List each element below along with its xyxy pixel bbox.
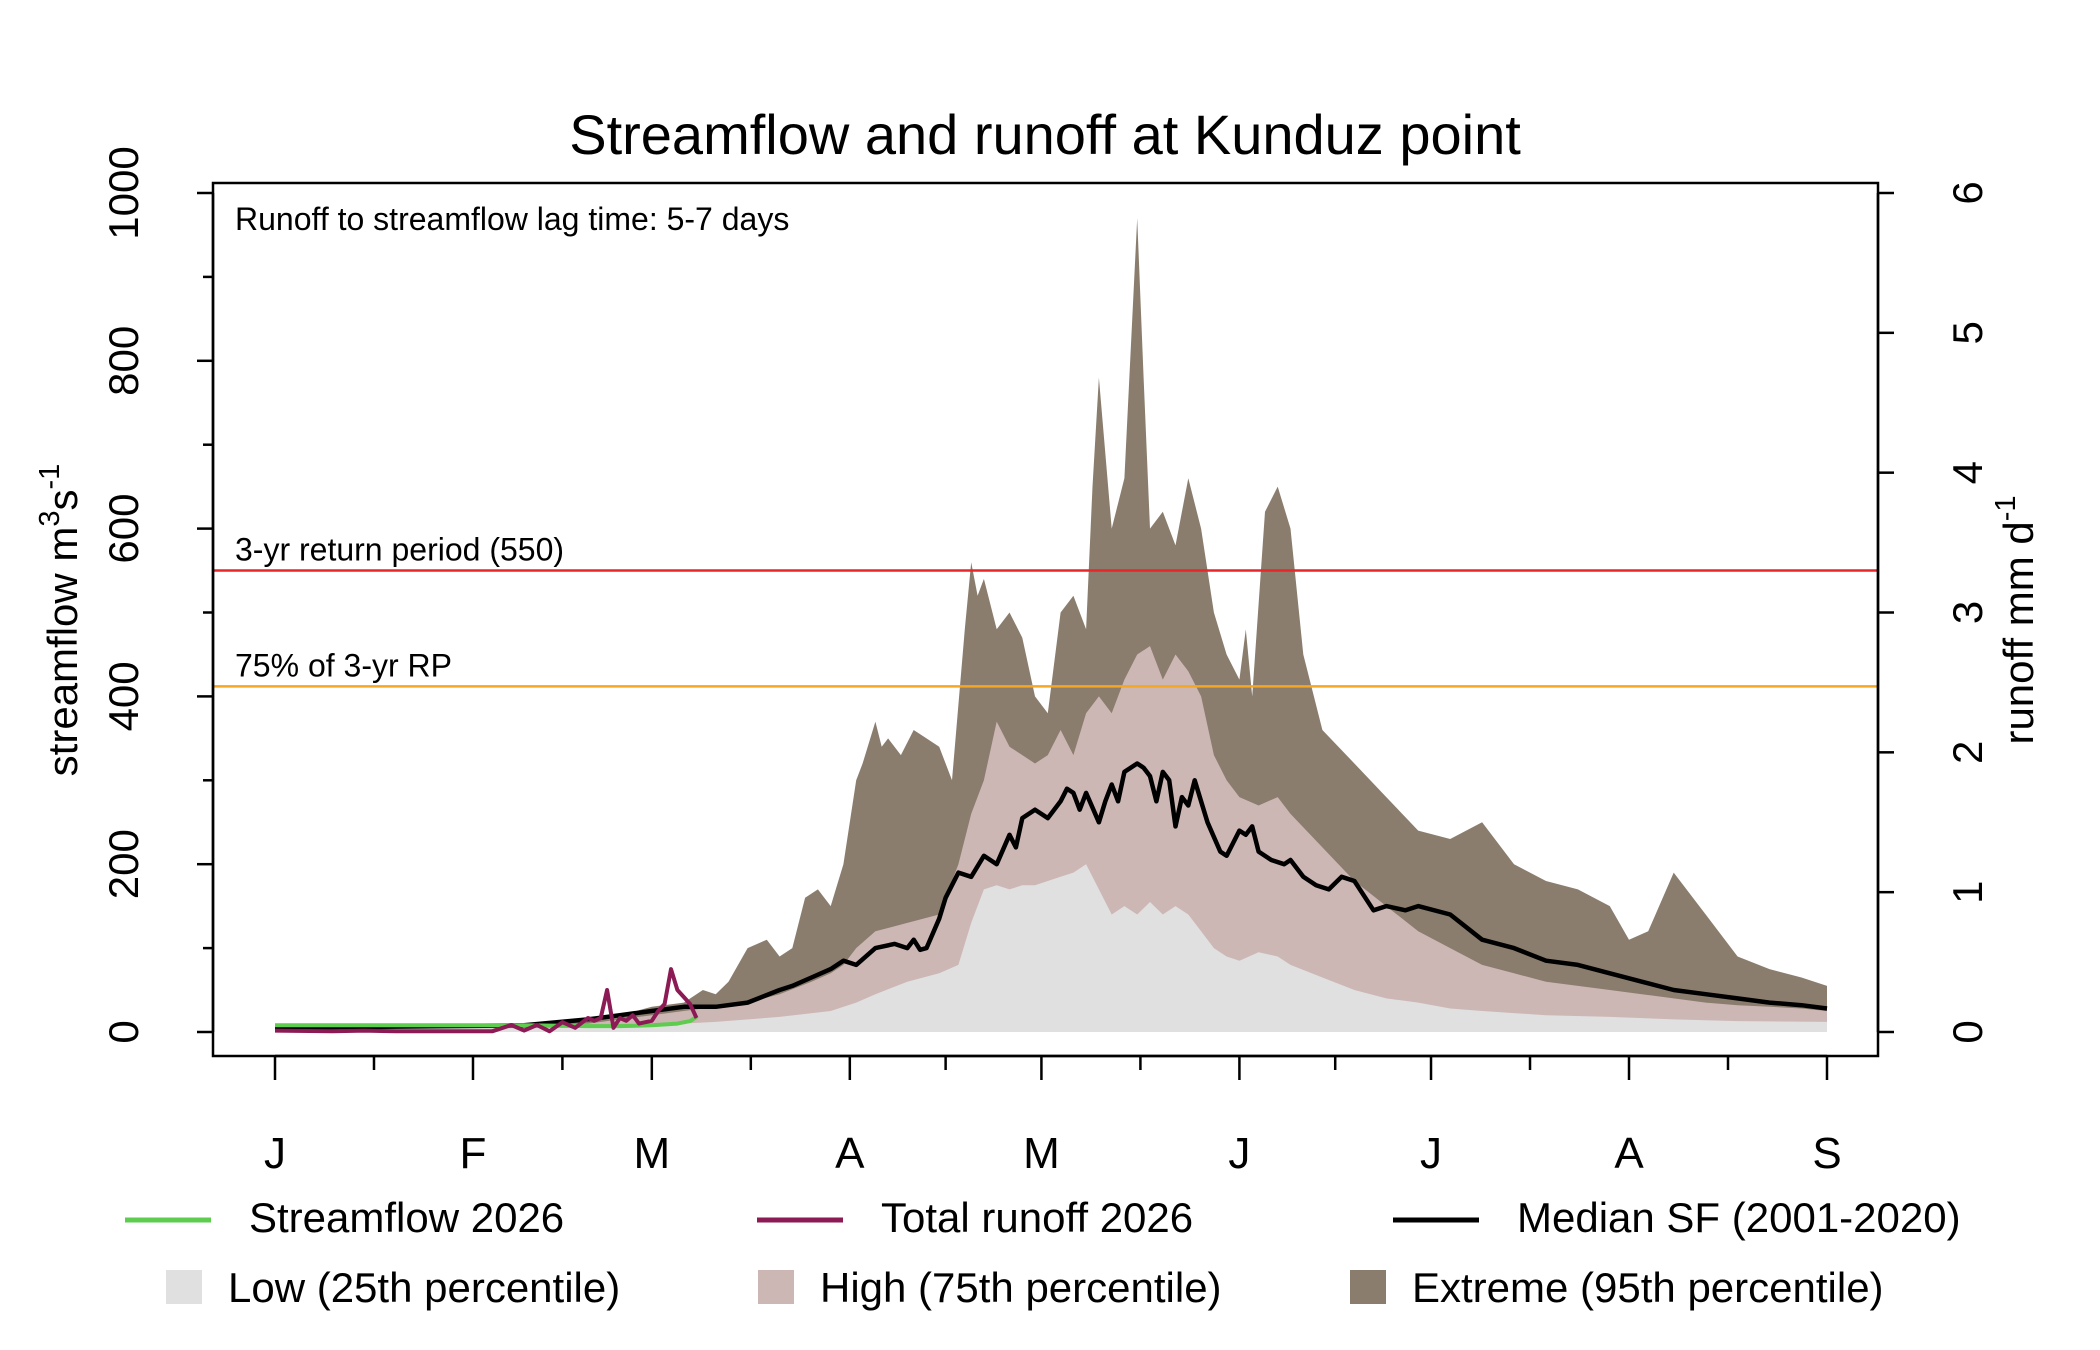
legend-item: Extreme (95th percentile)	[1350, 1264, 1884, 1311]
month-label: S	[1812, 1129, 1841, 1178]
month-label: M	[633, 1129, 670, 1178]
legend-label: High (75th percentile)	[820, 1264, 1222, 1311]
left-axis-label: streamflow m3s-1	[34, 464, 86, 777]
reference-line-3yr-rp: 3-yr return period (550)	[213, 532, 1878, 572]
month-label: F	[460, 1129, 487, 1178]
percentile-bands	[275, 218, 1827, 1032]
line-median-sf-2001-2020	[274, 761, 1828, 1031]
right-axis-label: runoff mm d-1	[1990, 495, 2042, 744]
legend-label: Low (25th percentile)	[228, 1264, 620, 1311]
right-tick-label: 3	[1944, 601, 1991, 624]
month-label: J	[1228, 1129, 1250, 1178]
right-tick-label: 1	[1944, 880, 1991, 903]
left-y-axis: 0 200 400 600 800 1000	[100, 146, 215, 1044]
legend-box-swatch	[166, 1270, 202, 1304]
left-tick-label: 200	[100, 829, 147, 899]
reference-line-75pct-rp: 75% of 3-yr RP	[213, 647, 1878, 688]
line-streamflow-2026	[275, 1015, 698, 1029]
legend-label: Streamflow 2026	[249, 1194, 564, 1241]
legend-item: Low (25th percentile)	[166, 1264, 620, 1311]
band-low-25th-percentile	[275, 864, 1827, 1032]
legend: Streamflow 2026 Total runoff 2026 Median S…	[125, 1194, 1961, 1311]
left-tick-label: 800	[100, 326, 147, 396]
month-label: A	[1614, 1129, 1644, 1178]
seventy-five-percent-rp-label: 75% of 3-yr RP	[235, 647, 452, 683]
month-label: M	[1023, 1129, 1060, 1178]
legend-item: Total runoff 2026	[757, 1194, 1193, 1241]
legend-item: High (75th percentile)	[758, 1264, 1222, 1311]
left-tick-label: 0	[100, 1020, 147, 1043]
month-label: A	[835, 1129, 865, 1178]
legend-box-swatch	[1350, 1270, 1386, 1304]
legend-item: Streamflow 2026	[125, 1194, 564, 1241]
left-tick-label: 600	[100, 494, 147, 564]
legend-label: Extreme (95th percentile)	[1412, 1264, 1884, 1311]
lag-time-annotation: Runoff to streamflow lag time: 5-7 days	[235, 201, 789, 237]
legend-label: Total runoff 2026	[881, 1194, 1193, 1241]
return-period-label: 3-yr return period (550)	[235, 532, 564, 568]
right-tick-label: 5	[1944, 321, 1991, 344]
right-tick-label: 0	[1944, 1020, 1991, 1043]
left-tick-label: 1000	[100, 146, 147, 239]
right-tick-label: 2	[1944, 741, 1991, 764]
left-tick-label: 400	[100, 661, 147, 731]
legend-item: Median SF (2001-2020)	[1393, 1194, 1961, 1241]
right-tick-label: 6	[1944, 181, 1991, 204]
right-tick-label: 4	[1944, 461, 1991, 484]
line-total-runoff-2026	[274, 967, 699, 1034]
chart-title: Streamflow and runoff at Kunduz point	[569, 103, 1521, 166]
month-label: J	[1420, 1129, 1442, 1178]
month-label: J	[264, 1129, 286, 1178]
right-y-axis: 0 1 2 3 4 5 6	[1876, 181, 1991, 1044]
legend-label: Median SF (2001-2020)	[1517, 1194, 1961, 1241]
legend-box-swatch	[758, 1270, 794, 1304]
series-lines	[274, 761, 1828, 1034]
band-high-75th-percentile	[275, 646, 1827, 1032]
